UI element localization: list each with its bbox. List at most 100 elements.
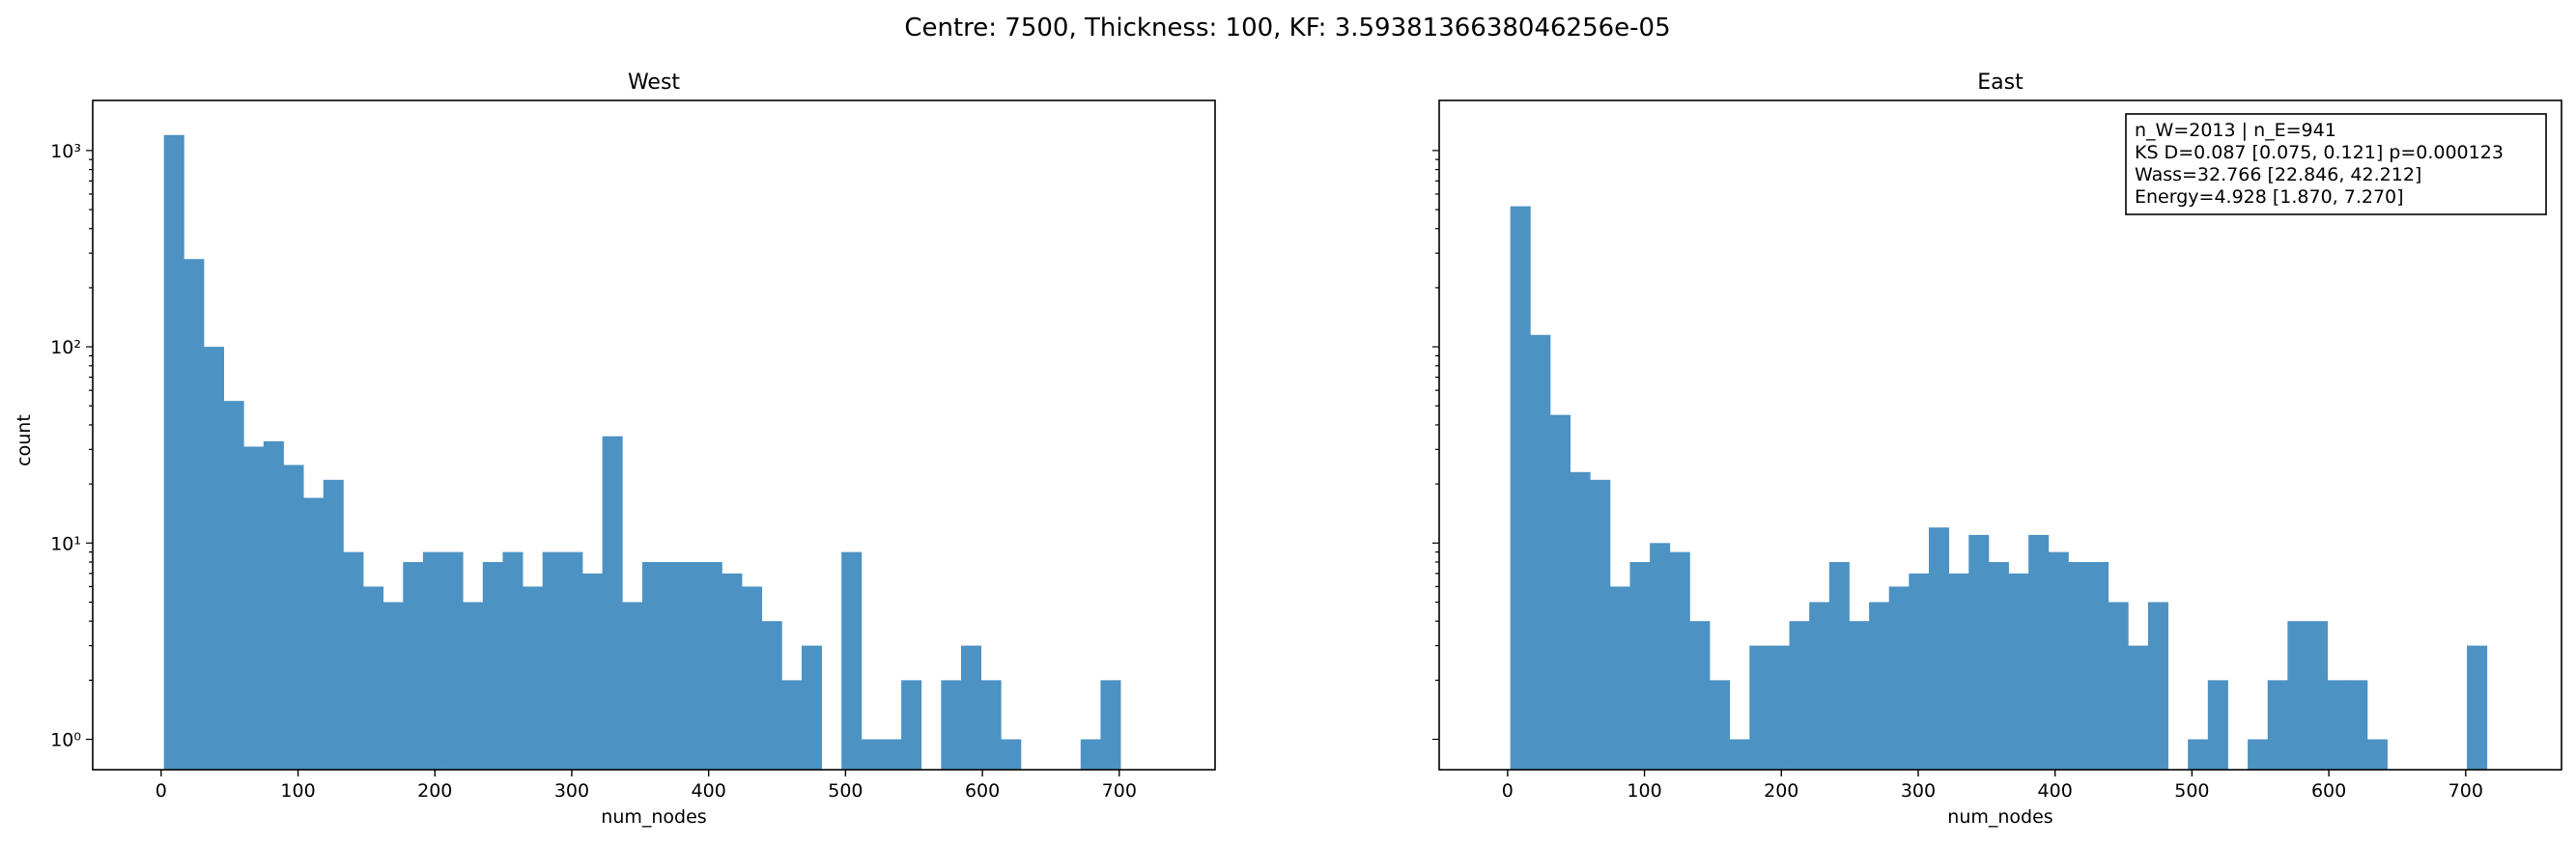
- histogram-bar: [662, 561, 683, 770]
- histogram-bar: [422, 551, 443, 770]
- histogram-bar: [941, 680, 962, 770]
- histogram-bar: [2008, 573, 2029, 770]
- histogram-bar: [641, 561, 663, 770]
- x-axis-label: num_nodes: [601, 806, 706, 828]
- histogram-bar: [980, 680, 1002, 770]
- histogram-bar: [1988, 561, 2009, 770]
- histogram-bar: [2048, 551, 2069, 770]
- histogram-bar: [2327, 680, 2348, 770]
- histogram-bar: [1570, 471, 1591, 770]
- histogram-bar: [2147, 602, 2168, 770]
- histogram-bar: [581, 573, 604, 770]
- histogram-bar: [1669, 551, 1690, 770]
- west-panel: 0 100 200 300 400 500 600 700 10⁰ 10¹ 10² 10³ West nu…: [50, 70, 1216, 828]
- histogram-bar: [1650, 543, 1671, 770]
- histogram-bar: [2307, 621, 2329, 770]
- histogram-bar: [960, 645, 982, 770]
- histogram-bar: [1729, 739, 1750, 770]
- histogram-bar: [463, 602, 484, 770]
- histogram-bar: [1510, 206, 1531, 771]
- histogram-bar: [2207, 680, 2228, 770]
- histogram-bar: [1100, 680, 1121, 770]
- histogram-bar: [682, 561, 703, 770]
- histogram-bar: [701, 561, 722, 770]
- x-tick-label: 0: [156, 780, 167, 802]
- histogram-bar: [363, 586, 384, 770]
- histogram-bar: [1909, 573, 1930, 770]
- x-tick-label: 400: [2038, 780, 2073, 802]
- histogram-bar: [403, 561, 424, 770]
- histogram-bar: [1609, 586, 1630, 770]
- x-tick-label: 0: [1502, 780, 1514, 802]
- panel-title: East: [1977, 70, 2024, 95]
- histogram-bar: [1789, 621, 1810, 770]
- histogram-bar: [841, 551, 863, 770]
- histogram-bar: [781, 680, 803, 770]
- histogram-bar: [2068, 561, 2089, 770]
- histogram-bar: [1809, 602, 1830, 770]
- histogram-bar: [223, 401, 244, 770]
- histogram-bar: [881, 739, 902, 770]
- histogram-bar: [2128, 645, 2149, 770]
- x-tick-label: 700: [2449, 780, 2483, 802]
- histogram-bar: [901, 680, 922, 770]
- y-tick-label: 10⁰: [50, 730, 81, 751]
- x-tick-label: 300: [1901, 780, 1936, 802]
- y-axis-label: count: [14, 414, 35, 466]
- x-tick-label: 500: [2174, 780, 2209, 802]
- x-tick-label: 500: [828, 780, 863, 802]
- histogram-bar: [542, 551, 563, 770]
- histogram-bar: [2028, 534, 2050, 770]
- stats-annotation-line: Wass=32.766 [22.846, 42.212]: [2135, 164, 2421, 185]
- histogram-bar: [263, 440, 284, 770]
- histogram-bar: [2467, 645, 2488, 770]
- histogram-bar: [2267, 680, 2288, 770]
- histogram-bar: [243, 446, 265, 770]
- histogram-bar: [163, 134, 184, 771]
- histogram-bar: [761, 621, 782, 770]
- histogram-bar: [2287, 621, 2308, 770]
- histogram-bar: [1629, 561, 1651, 770]
- histogram-bar: [1710, 680, 1731, 770]
- histogram-bar: [602, 436, 623, 770]
- stats-annotation-line: n_W=2013 | n_E=941: [2135, 120, 2336, 141]
- histogram-bar: [1869, 602, 1890, 770]
- histogram-bar: [2088, 561, 2109, 770]
- histogram-bar: [203, 347, 224, 770]
- histogram-bar: [1769, 645, 1790, 770]
- x-tick-label: 700: [1102, 780, 1137, 802]
- x-axis-label: num_nodes: [1947, 806, 2052, 828]
- histogram-bar: [1590, 479, 1611, 770]
- histogram-bar: [722, 573, 743, 770]
- stats-annotation-line: Energy=4.928 [1.870, 7.270]: [2135, 186, 2404, 208]
- histogram-bar: [2366, 739, 2388, 770]
- y-tick-label: 10³: [50, 141, 81, 162]
- stats-annotation-line: KS D=0.087 [0.075, 0.121] p=0.000123: [2135, 142, 2504, 163]
- histogram-bar: [2108, 602, 2129, 770]
- histogram-bar: [382, 602, 404, 770]
- histogram-bar: [1849, 621, 1870, 770]
- histogram-bar: [742, 586, 763, 770]
- histogram-bar: [303, 497, 325, 770]
- x-tick-label: 600: [2311, 780, 2346, 802]
- histogram-bar: [1968, 534, 1990, 770]
- histogram-bar: [622, 602, 643, 770]
- x-tick-label: 400: [692, 780, 726, 802]
- histogram-bar: [1080, 739, 1101, 770]
- histogram-bar: [523, 586, 544, 770]
- histogram-bar: [1948, 573, 1969, 770]
- figure-title: Centre: 7500, Thickness: 100, KF: 3.5938…: [904, 14, 1670, 42]
- histogram-bar: [1689, 621, 1711, 770]
- histogram-bar: [2347, 680, 2368, 770]
- x-tick-label: 600: [965, 780, 1000, 802]
- histogram-bar: [184, 259, 205, 770]
- stats-annotation-box: [2125, 113, 2547, 215]
- x-tick-label: 200: [417, 780, 452, 802]
- x-tick-label: 100: [280, 780, 315, 802]
- axes-frame: [1438, 99, 2562, 771]
- y-tick-label: 10¹: [50, 533, 81, 554]
- histogram-bar: [861, 739, 882, 770]
- histogram-bar: [323, 479, 344, 770]
- x-tick-label: 300: [554, 780, 589, 802]
